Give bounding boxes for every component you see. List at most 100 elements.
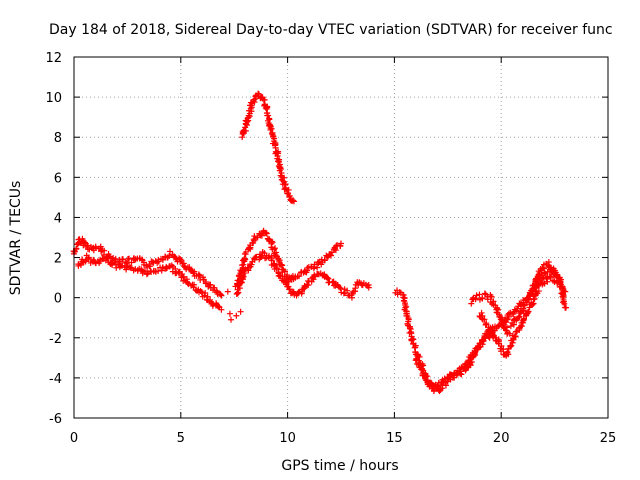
- data-point: [487, 293, 494, 300]
- data-point: [558, 276, 565, 283]
- data-point: [286, 193, 293, 200]
- data-point: [180, 263, 187, 270]
- data-point: [420, 367, 427, 374]
- data-point: [127, 264, 134, 271]
- data-point: [562, 288, 569, 295]
- y-tick-label: 2: [54, 252, 62, 267]
- series-isolated-points: [224, 288, 244, 323]
- data-point: [184, 279, 191, 286]
- data-point: [321, 256, 328, 263]
- data-point: [166, 248, 173, 255]
- data-point: [456, 368, 463, 375]
- data-point: [277, 272, 284, 279]
- data-point: [468, 300, 475, 307]
- data-point: [279, 275, 286, 282]
- data-point: [218, 306, 225, 313]
- data-point: [81, 239, 88, 246]
- data-point: [559, 293, 566, 300]
- data-point: [481, 316, 488, 323]
- data-point: [344, 287, 351, 294]
- data-point: [251, 233, 258, 240]
- data-point: [561, 300, 568, 307]
- data-point: [476, 291, 483, 298]
- data-point: [175, 269, 182, 276]
- y-axis-title: SDTVAR / TECUs: [8, 181, 24, 296]
- data-point: [149, 258, 156, 265]
- x-tick-label: 20: [493, 431, 510, 446]
- data-point: [538, 279, 545, 286]
- data-point: [286, 286, 293, 293]
- data-point: [561, 287, 568, 294]
- data-point: [79, 256, 86, 263]
- data-point: [541, 280, 548, 287]
- data-point: [411, 344, 418, 351]
- series-late-band-lower: [476, 273, 569, 359]
- data-point: [104, 255, 111, 262]
- data-point: [525, 296, 532, 303]
- data-point: [281, 268, 288, 275]
- data-point: [534, 280, 541, 287]
- data-point: [166, 252, 173, 259]
- data-point: [470, 353, 477, 360]
- data-point: [365, 284, 372, 291]
- data-point: [226, 310, 233, 317]
- data-point: [498, 342, 505, 349]
- data-point: [311, 261, 318, 268]
- data-point: [240, 273, 247, 280]
- x-tick-label: 0: [70, 431, 78, 446]
- plot-frame: [73, 56, 609, 419]
- y-tick-label: 6: [54, 171, 62, 186]
- series-mid-band-lower: [233, 249, 372, 301]
- x-tick-label: 15: [386, 431, 403, 446]
- series-late-band-mid: [507, 265, 565, 330]
- data-points: [70, 90, 569, 395]
- data-point: [227, 316, 234, 323]
- data-point: [143, 271, 150, 278]
- y-tick-label: -2: [49, 332, 62, 347]
- x-tick-label: 10: [279, 431, 296, 446]
- y-tick-label: 12: [45, 51, 62, 66]
- series-early-band-lower: [75, 252, 225, 313]
- data-point: [416, 353, 423, 360]
- data-point: [218, 292, 225, 299]
- data-point: [158, 267, 165, 274]
- data-point: [242, 127, 249, 134]
- series-peak-arc: [239, 90, 298, 205]
- data-point: [328, 249, 335, 256]
- data-point: [478, 309, 485, 316]
- data-point: [178, 257, 185, 264]
- data-point: [539, 264, 546, 271]
- data-point: [506, 330, 513, 337]
- data-point: [514, 305, 521, 312]
- data-point: [92, 244, 99, 251]
- data-point: [291, 198, 298, 205]
- data-point: [535, 288, 542, 295]
- axis-ticks: 0 5 10 15 20 25 -6 -4 -2 0 2 4 6 8 10 12: [45, 51, 616, 446]
- data-point: [285, 186, 292, 193]
- data-point: [511, 333, 518, 340]
- y-tick-label: 10: [45, 91, 62, 106]
- data-point: [206, 281, 213, 288]
- data-point: [525, 308, 532, 315]
- data-point: [510, 336, 517, 343]
- data-point: [295, 289, 302, 296]
- data-point: [405, 316, 412, 323]
- data-point: [233, 312, 240, 319]
- data-point: [484, 296, 491, 303]
- y-tick-label: -6: [49, 412, 62, 427]
- data-point: [273, 264, 280, 271]
- data-point: [509, 339, 516, 346]
- data-point: [298, 288, 305, 295]
- data-point: [473, 292, 480, 299]
- data-point: [499, 320, 506, 327]
- series-mid-band-upper: [232, 227, 344, 290]
- data-point: [237, 308, 244, 315]
- data-point: [479, 295, 486, 302]
- x-tick-label: 25: [600, 431, 617, 446]
- data-point: [215, 303, 222, 310]
- y-tick-label: 4: [54, 211, 62, 226]
- grid: [74, 57, 608, 418]
- data-point: [290, 197, 297, 204]
- data-point: [324, 274, 331, 281]
- data-point: [337, 285, 344, 292]
